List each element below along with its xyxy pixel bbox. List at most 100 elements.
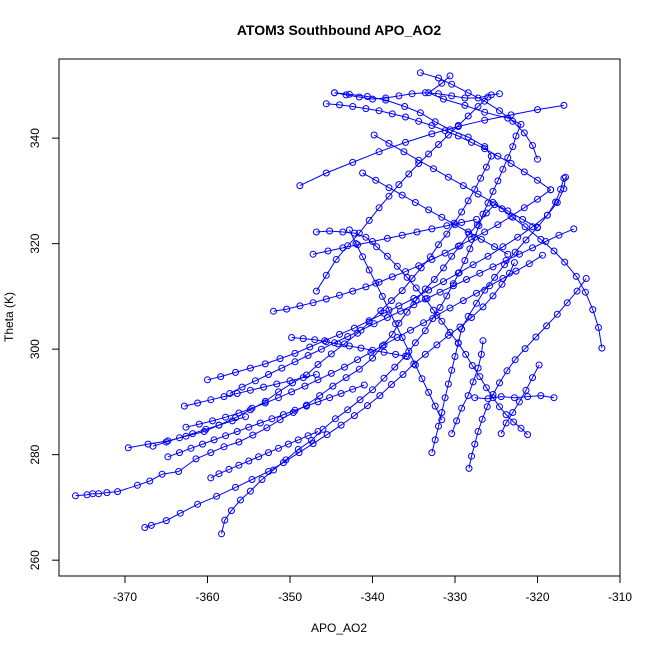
data-point [413,228,421,236]
data-point [522,386,530,394]
data-point [454,339,462,347]
data-point [339,228,347,236]
data-point [479,303,487,311]
data-point [494,221,502,229]
data-point [180,402,188,410]
series-5 [465,275,590,472]
data-point [331,415,339,423]
data-point [570,225,578,233]
data-point [512,132,520,140]
data-point [494,177,502,185]
data-point [425,150,433,158]
data-point [378,342,386,350]
data-point [515,250,523,258]
series-6 [312,227,532,439]
data-point [598,344,606,352]
data-point [312,287,320,295]
data-point [534,106,541,114]
data-point [242,413,249,421]
data-point [369,386,376,394]
data-point [433,311,441,319]
data-point [496,379,503,387]
data-point [469,261,477,269]
data-point [124,444,132,452]
data-point [215,470,223,478]
series-17 [448,337,487,438]
data-point [444,173,452,181]
data-point [398,231,406,239]
data-point [448,80,456,88]
data-point [332,256,340,263]
data-point [365,317,373,325]
data-point [225,465,233,473]
data-point [489,292,497,300]
data-point [504,250,512,258]
data-point [162,438,170,446]
data-point [200,428,208,435]
data-point [402,113,409,121]
data-point [582,275,590,282]
data-point [431,402,439,410]
series-8 [182,251,546,431]
data-point [357,344,365,352]
data-point [364,402,371,410]
data-point [547,186,555,194]
data-point [425,206,433,214]
data-point [436,288,444,296]
data-point [202,425,210,433]
data-point [534,155,541,163]
data-point [458,219,466,226]
data-point [461,94,469,102]
data-point [410,301,418,309]
data-point [383,234,391,242]
series-line [468,278,587,469]
series-line [312,218,477,255]
series-line [185,254,543,428]
data-point [524,393,532,401]
data-point [255,453,263,461]
data-point [499,275,507,282]
x-tick-label: -350 [278,590,302,604]
series-24 [288,334,411,360]
data-point [246,386,254,394]
data-point [235,438,243,446]
data-point [423,295,431,302]
data-point [355,229,363,237]
data-point [306,343,314,351]
data-point [215,421,223,429]
data-point [147,521,155,529]
data-point [176,449,183,457]
data-point [448,92,456,100]
data-point [329,382,337,390]
data-point [510,418,518,426]
data-point [443,230,451,238]
data-point [217,373,225,381]
data-point [354,241,362,249]
data-point [296,182,304,190]
data-point [397,307,404,315]
data-point [446,304,454,312]
data-point [421,350,429,358]
data-point [428,130,436,138]
data-point [367,348,375,356]
data-point [496,403,503,411]
data-point [537,392,545,400]
data-point [525,260,533,268]
data-point [504,207,512,215]
data-point [385,306,393,314]
data-point [342,374,350,382]
data-point [344,333,352,340]
data-point [291,349,299,357]
data-point [425,388,433,396]
data-point [491,243,499,251]
data-point [260,383,268,391]
data-point [489,263,497,271]
data-point [345,90,353,98]
data-point [222,413,230,421]
x-tick-label: -360 [195,590,219,604]
data-point [402,268,409,276]
data-point [314,361,322,368]
data-point [560,185,568,193]
data-point [521,223,529,231]
